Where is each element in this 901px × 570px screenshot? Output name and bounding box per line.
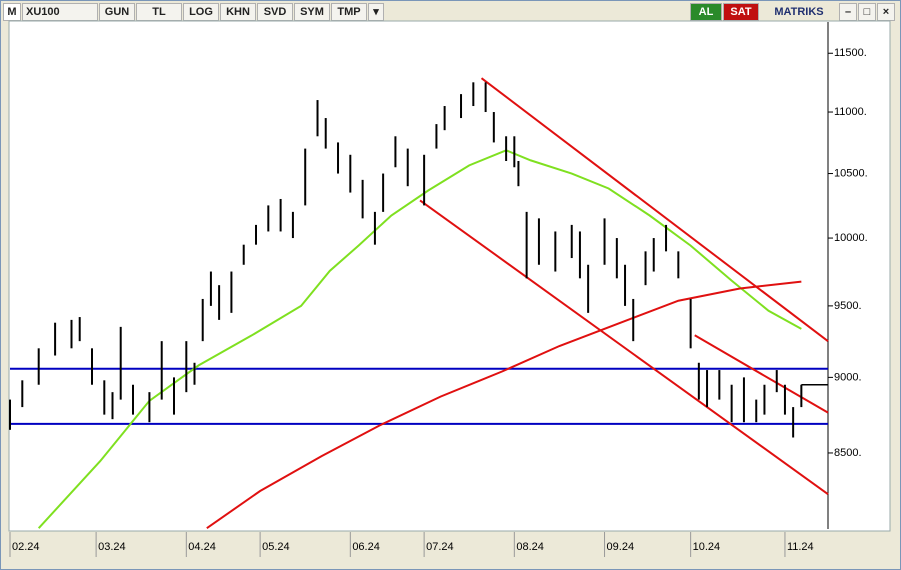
toolbar-button[interactable]: SVD [257, 3, 293, 21]
sell-button[interactable]: SAT [723, 3, 759, 21]
x-tick-label: 04.24 [188, 541, 216, 553]
window-button[interactable]: □ [858, 3, 876, 21]
x-tick-label: 02.24 [12, 541, 40, 553]
toolbar-button[interactable]: GUN [99, 3, 135, 21]
toolbar-button[interactable]: SYM [294, 3, 330, 21]
y-tick-label: 9000. [834, 371, 862, 383]
y-tick-label: 8500. [834, 447, 862, 459]
toolbar: M XU100 GUN TL LOG KHN SVD SYM TMP ▾ AL SAT MA… [3, 3, 896, 21]
x-tick-label: 03.24 [98, 541, 126, 553]
x-tick-label: 07.24 [426, 541, 454, 553]
button-group: GUN TL LOG KHN SVD SYM TMP [99, 3, 368, 21]
y-tick-label: 11500. [834, 47, 867, 59]
trend-line [480, 77, 829, 342]
toolbar-button[interactable]: TMP [331, 3, 367, 21]
y-tick-label: 10500. [834, 167, 868, 179]
x-tick-label: 06.24 [352, 541, 380, 553]
x-tick-label: 11.24 [787, 541, 814, 553]
x-tick-label: 09.24 [607, 541, 635, 553]
x-tick-label: 05.24 [262, 541, 290, 553]
moving-average [37, 149, 802, 529]
x-tick-label: 10.24 [693, 541, 721, 553]
y-tick-label: 11000. [834, 106, 867, 118]
trend-line [419, 199, 829, 496]
x-tick-label: 08.24 [516, 541, 544, 553]
symbol-box[interactable]: XU100 [22, 3, 98, 21]
date-strip [9, 532, 890, 562]
y-tick-label: 9500. [834, 300, 862, 312]
moving-average [206, 280, 802, 529]
trend-line [694, 334, 829, 414]
toolbar-button[interactable]: LOG [183, 3, 219, 21]
y-tick-label: 10000. [834, 232, 868, 244]
brand: MATRIKS [774, 6, 824, 18]
plot-area [8, 20, 891, 532]
toolbar-button[interactable]: TL [136, 3, 182, 21]
